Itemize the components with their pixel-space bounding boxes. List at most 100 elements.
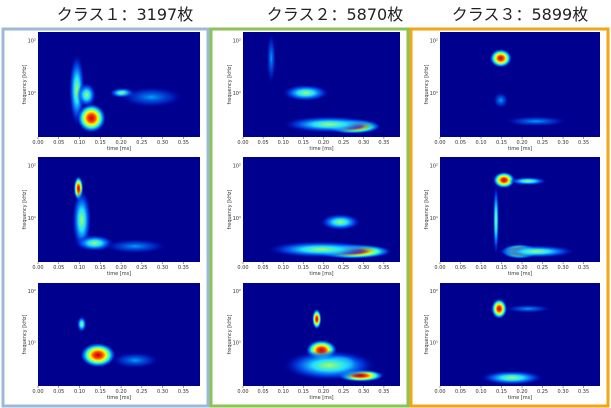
x-tick-label: 0.00	[32, 140, 43, 146]
x-tick-label: 0.05	[258, 389, 269, 395]
column-title: クラス１：3197枚	[57, 5, 193, 24]
x-axis-label: time [ms]	[107, 146, 131, 152]
y-tick-label: 10¹	[28, 91, 36, 97]
x-tick-label: 0.25	[537, 265, 548, 271]
x-tick-label: 0.00	[434, 265, 445, 271]
x-tick-label: 0.15	[496, 140, 507, 146]
y-tick-label: 10¹	[430, 341, 438, 347]
energy-blob	[266, 241, 377, 258]
energy-blob	[489, 48, 512, 68]
x-tick-label: 0.00	[32, 265, 43, 271]
x-tick-label: 0.05	[455, 389, 466, 395]
y-axis-label: frequency [kHz]	[227, 315, 233, 355]
energy-blob	[312, 308, 322, 330]
y-axis-label: frequency [kHz]	[227, 65, 233, 105]
energy-blob	[504, 304, 552, 313]
spectrogram-image	[492, 171, 576, 259]
spectrogram-panel: 0.00 0.05 0.10 0.15 0.20 0.25 0.30 0.35 10² 10¹ ti…	[424, 32, 600, 152]
column-title: クラス２：5870枚	[267, 5, 403, 24]
y-tick-label: 10²	[233, 289, 241, 295]
x-tick-label: 0.05	[258, 140, 269, 146]
y-tick-label: 10¹	[233, 341, 241, 347]
x-tick-label: 0.15	[298, 389, 309, 395]
x-tick-label: 0.05	[53, 265, 64, 271]
x-axis-label: time [ms]	[107, 395, 131, 401]
energy-blob	[319, 213, 361, 231]
energy-blob	[491, 298, 508, 320]
x-tick-label: 0.35	[178, 389, 189, 395]
x-tick-label: 0.35	[578, 265, 589, 271]
x-tick-label: 0.35	[178, 140, 189, 146]
y-tick-label: 10²	[28, 289, 36, 295]
x-axis-label: time [ms]	[107, 271, 131, 277]
x-tick-label: 0.00	[32, 389, 43, 395]
y-tick-label: 10¹	[233, 91, 241, 97]
energy-blob	[76, 82, 97, 108]
column-frame	[1, 27, 210, 408]
x-tick-label: 0.30	[157, 265, 168, 271]
energy-blob	[282, 84, 330, 102]
x-tick-label: 0.00	[237, 389, 248, 395]
spectrogram-panel: 0.00 0.05 0.10 0.15 0.20 0.25 0.30 0.35 10² 10¹ ti…	[227, 157, 400, 277]
spectrogram-image	[266, 32, 382, 134]
x-tick-label: 0.20	[116, 389, 127, 395]
x-tick-label: 0.35	[378, 140, 389, 146]
energy-blob	[266, 32, 276, 85]
x-axis-label: time [ms]	[309, 271, 333, 277]
x-tick-label: 0.10	[475, 265, 486, 271]
x-tick-label: 0.10	[74, 140, 85, 146]
x-tick-label: 0.20	[516, 265, 527, 271]
energy-blob	[80, 342, 116, 368]
x-tick-label: 0.00	[237, 140, 248, 146]
x-tick-label: 0.25	[136, 265, 147, 271]
energy-blob	[480, 370, 544, 385]
x-tick-label: 0.10	[278, 140, 289, 146]
x-tick-label: 0.30	[558, 265, 569, 271]
y-tick-label: 10¹	[28, 341, 36, 347]
x-tick-label: 0.30	[558, 389, 569, 395]
x-tick-label: 0.35	[378, 265, 389, 271]
x-tick-label: 0.20	[116, 140, 127, 146]
energy-blob	[492, 183, 500, 257]
energy-blob	[110, 352, 160, 369]
x-tick-label: 0.15	[95, 389, 106, 395]
x-tick-label: 0.00	[237, 265, 248, 271]
x-axis-label: time [ms]	[309, 146, 333, 152]
x-tick-label: 0.15	[298, 140, 309, 146]
x-tick-label: 0.05	[455, 140, 466, 146]
spectrogram-image	[480, 298, 552, 385]
energy-blob	[76, 315, 87, 333]
x-tick-label: 0.10	[278, 265, 289, 271]
column-frame	[409, 27, 610, 408]
energy-blob	[496, 245, 576, 258]
x-tick-label: 0.10	[278, 389, 289, 395]
x-tick-label: 0.05	[53, 140, 64, 146]
energy-blob	[504, 116, 568, 127]
spectrogram-image	[68, 53, 184, 133]
energy-blob	[118, 86, 184, 108]
x-tick-label: 0.25	[338, 389, 349, 395]
x-tick-label: 0.10	[74, 265, 85, 271]
x-tick-label: 0.15	[496, 265, 507, 271]
x-tick-label: 0.20	[318, 389, 329, 395]
y-tick-label: 10²	[430, 163, 438, 169]
energy-blob	[282, 116, 377, 133]
y-axis-label: frequency [kHz]	[227, 190, 233, 230]
y-tick-label: 10¹	[28, 216, 36, 222]
spectrogram-image	[489, 48, 568, 127]
y-axis-label: frequency [kHz]	[22, 65, 28, 105]
energy-blob	[76, 103, 107, 133]
energy-blob	[508, 176, 548, 186]
x-tick-label: 0.30	[358, 389, 369, 395]
x-tick-label: 0.30	[558, 140, 569, 146]
y-tick-label: 10¹	[233, 216, 241, 222]
x-tick-label: 0.30	[157, 140, 168, 146]
x-tick-label: 0.15	[95, 140, 106, 146]
x-tick-label: 0.15	[496, 389, 507, 395]
plot-background	[38, 32, 200, 137]
x-tick-label: 0.05	[455, 265, 466, 271]
x-axis-label: time [ms]	[508, 271, 532, 277]
column-frame	[209, 27, 410, 408]
